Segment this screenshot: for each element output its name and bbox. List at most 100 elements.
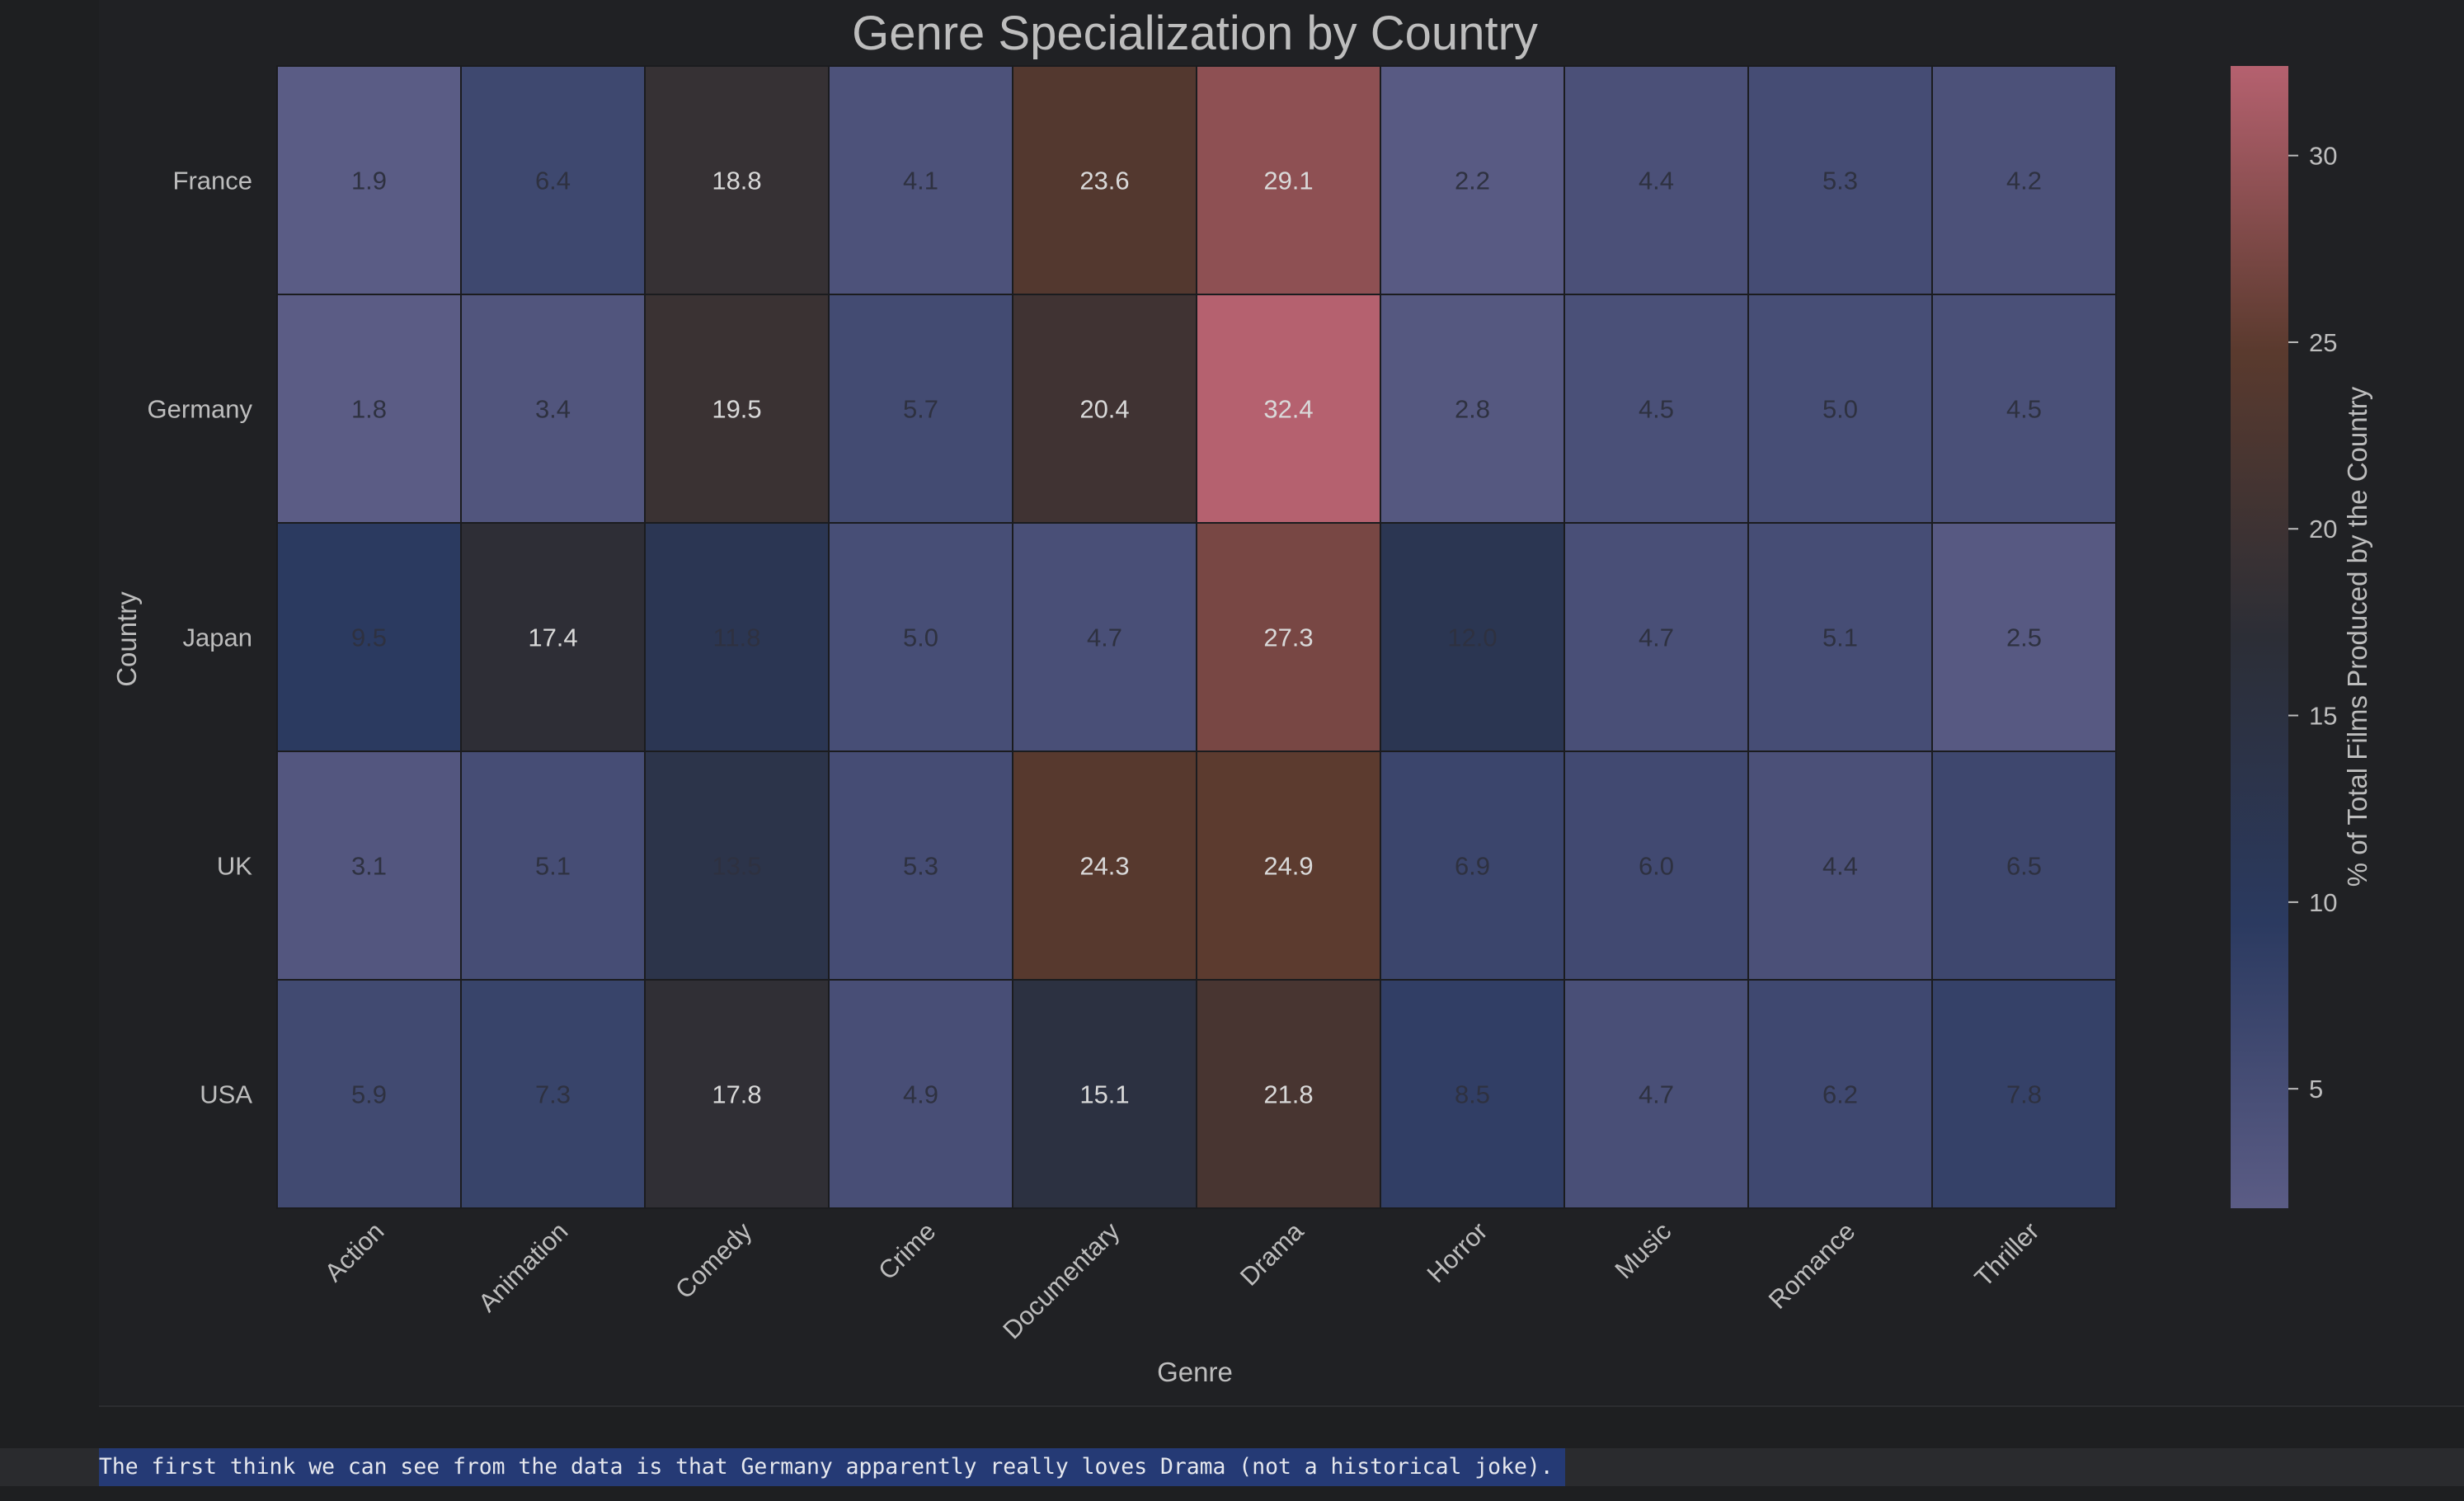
heatmap-cell-label: 24.9	[1263, 852, 1313, 881]
heatmap-cell	[1012, 750, 1197, 981]
heatmap-cell	[644, 522, 830, 752]
heatmap-cell-label: 17.4	[528, 623, 577, 652]
heatmap-cell-label: 6.0	[1639, 852, 1674, 881]
heatmap-cell	[828, 294, 1013, 524]
heatmap-cell-label: 5.1	[535, 852, 571, 881]
x-tick-label: Animation	[473, 1216, 573, 1317]
heatmap-cells	[276, 65, 2117, 1209]
heatmap-cell	[1931, 979, 2117, 1209]
heatmap-cell	[828, 979, 1013, 1209]
heatmap-cell	[1747, 979, 1933, 1209]
heatmap-cell	[1564, 294, 1749, 524]
x-tick-label: Horror	[1422, 1216, 1493, 1288]
heatmap-cell	[1564, 979, 1749, 1209]
x-tick-label: Documentary	[997, 1216, 1125, 1344]
heatmap-cell-label: 4.7	[1639, 623, 1674, 652]
colorbar-label: % of Total Films Produced by the Country	[2342, 386, 2372, 887]
y-tick-label: France	[173, 167, 252, 195]
heatmap-cell	[828, 65, 1013, 295]
heatmap-cell	[1931, 294, 2117, 524]
cell-output-text: The first think we can see from the data…	[99, 1448, 1565, 1486]
heatmap-cell	[1196, 979, 1381, 1209]
heatmap-cell	[1012, 979, 1197, 1209]
heatmap-cell	[460, 522, 646, 752]
heatmap-cell-label: 4.7	[1639, 1080, 1674, 1109]
heatmap-cell-label: 5.0	[903, 623, 938, 652]
heatmap-cell	[828, 522, 1013, 752]
x-tick-label: Comedy	[670, 1216, 758, 1305]
heatmap-cell	[1196, 750, 1381, 981]
heatmap-cell-label: 6.2	[1822, 1080, 1858, 1109]
heatmap-cell	[1564, 750, 1749, 981]
heatmap-cell	[1931, 65, 2117, 295]
y-axis-ticks: France Germany Japan UK USA	[148, 167, 253, 1109]
heatmap-cell-label: 9.5	[351, 623, 387, 652]
colorbar-tick-label: 15	[2309, 702, 2337, 731]
heatmap-cell-label: 3.1	[351, 852, 387, 881]
colorbar-ticks: 5 10 15 20 25 30	[2288, 142, 2337, 1103]
heatmap-cell-label: 13.5	[712, 852, 761, 881]
heatmap-cell-label: 24.3	[1079, 852, 1129, 881]
heatmap-cell-label: 29.1	[1263, 167, 1313, 195]
heatmap-cell-label: 4.4	[1822, 852, 1858, 881]
x-axis-label: Genre	[1157, 1357, 1233, 1387]
heatmap-cell	[460, 65, 646, 295]
heatmap-cell	[644, 750, 830, 981]
heatmap-cell-label: 20.4	[1079, 395, 1129, 424]
heatmap-cell-label: 4.5	[2006, 395, 2042, 424]
heatmap-cell	[828, 750, 1013, 981]
heatmap-cell-label: 4.2	[2006, 167, 2042, 195]
heatmap-cell-label: 6.5	[2006, 852, 2042, 881]
x-tick-label: Romance	[1763, 1216, 1861, 1315]
x-tick-label: Action	[319, 1216, 390, 1287]
heatmap-cell-label: 19.5	[712, 395, 761, 424]
heatmap-cell-label: 1.8	[351, 395, 387, 424]
heatmap-cell-label: 5.3	[903, 852, 938, 881]
heatmap-cell-label: 21.8	[1263, 1080, 1313, 1109]
heatmap-cell-label: 27.3	[1263, 623, 1313, 652]
heatmap-cell	[644, 294, 830, 524]
heatmap-cell	[1931, 522, 2117, 752]
heatmap-cell-label: 2.8	[1455, 395, 1490, 424]
y-tick-label: UK	[217, 852, 252, 881]
heatmap-cell-label: 5.7	[903, 395, 938, 424]
heatmap-cell-label: 17.8	[712, 1080, 761, 1109]
heatmap-cell-label: 7.8	[2006, 1080, 2042, 1109]
heatmap-cell-label: 5.1	[1822, 623, 1858, 652]
heatmap-cell-label: 18.8	[712, 167, 761, 195]
heatmap-cell	[1196, 522, 1381, 752]
heatmap-cell-label: 7.3	[535, 1080, 571, 1109]
heatmap-cell-label: 2.2	[1455, 167, 1490, 195]
heatmap-cell-label: 11.8	[712, 623, 760, 652]
heatmap-cell-label: 4.9	[903, 1080, 938, 1109]
colorbar-tick-label: 30	[2309, 142, 2337, 171]
x-tick-label: Drama	[1234, 1216, 1310, 1292]
heatmap-cell-label: 23.6	[1079, 167, 1129, 195]
heatmap-cell	[276, 522, 462, 752]
y-axis-label: Country	[111, 591, 142, 687]
heatmap-cell	[1931, 750, 2117, 981]
colorbar-tick-label: 10	[2309, 888, 2337, 917]
heatmap-cell	[644, 65, 830, 295]
y-tick-label: Japan	[183, 623, 252, 652]
heatmap-cell	[460, 294, 646, 524]
heatmap-cell	[1380, 65, 1565, 295]
heatmap-cell-labels: 1.9 6.4 18.8 4.1 23.6 29.1 2.2 4.4 5.3 4.2 1.8 3.4 1…	[351, 167, 2042, 1109]
colorbar-tick-label: 25	[2309, 328, 2337, 357]
colorbar-tick-label: 20	[2309, 515, 2337, 543]
heatmap-cell	[644, 979, 830, 1209]
colorbar	[2231, 66, 2288, 1208]
y-tick-label: USA	[200, 1080, 252, 1109]
heatmap-cell-label: 5.0	[1822, 395, 1858, 424]
heatmap-cell	[276, 65, 462, 295]
heatmap-cell-label: 4.7	[1087, 623, 1122, 652]
heatmap-cell	[1196, 294, 1381, 524]
colorbar-tick-label: 5	[2309, 1075, 2323, 1103]
x-tick-label: Thriller	[1969, 1216, 2045, 1292]
heatmap-cell-label: 32.4	[1263, 395, 1313, 424]
heatmap-cell	[1380, 294, 1565, 524]
heatmap-cell-label: 4.1	[903, 167, 938, 195]
heatmap-cell-label: 6.9	[1455, 852, 1490, 881]
heatmap-cell-label: 12.0	[1447, 623, 1497, 652]
heatmap-cell	[1747, 65, 1933, 295]
